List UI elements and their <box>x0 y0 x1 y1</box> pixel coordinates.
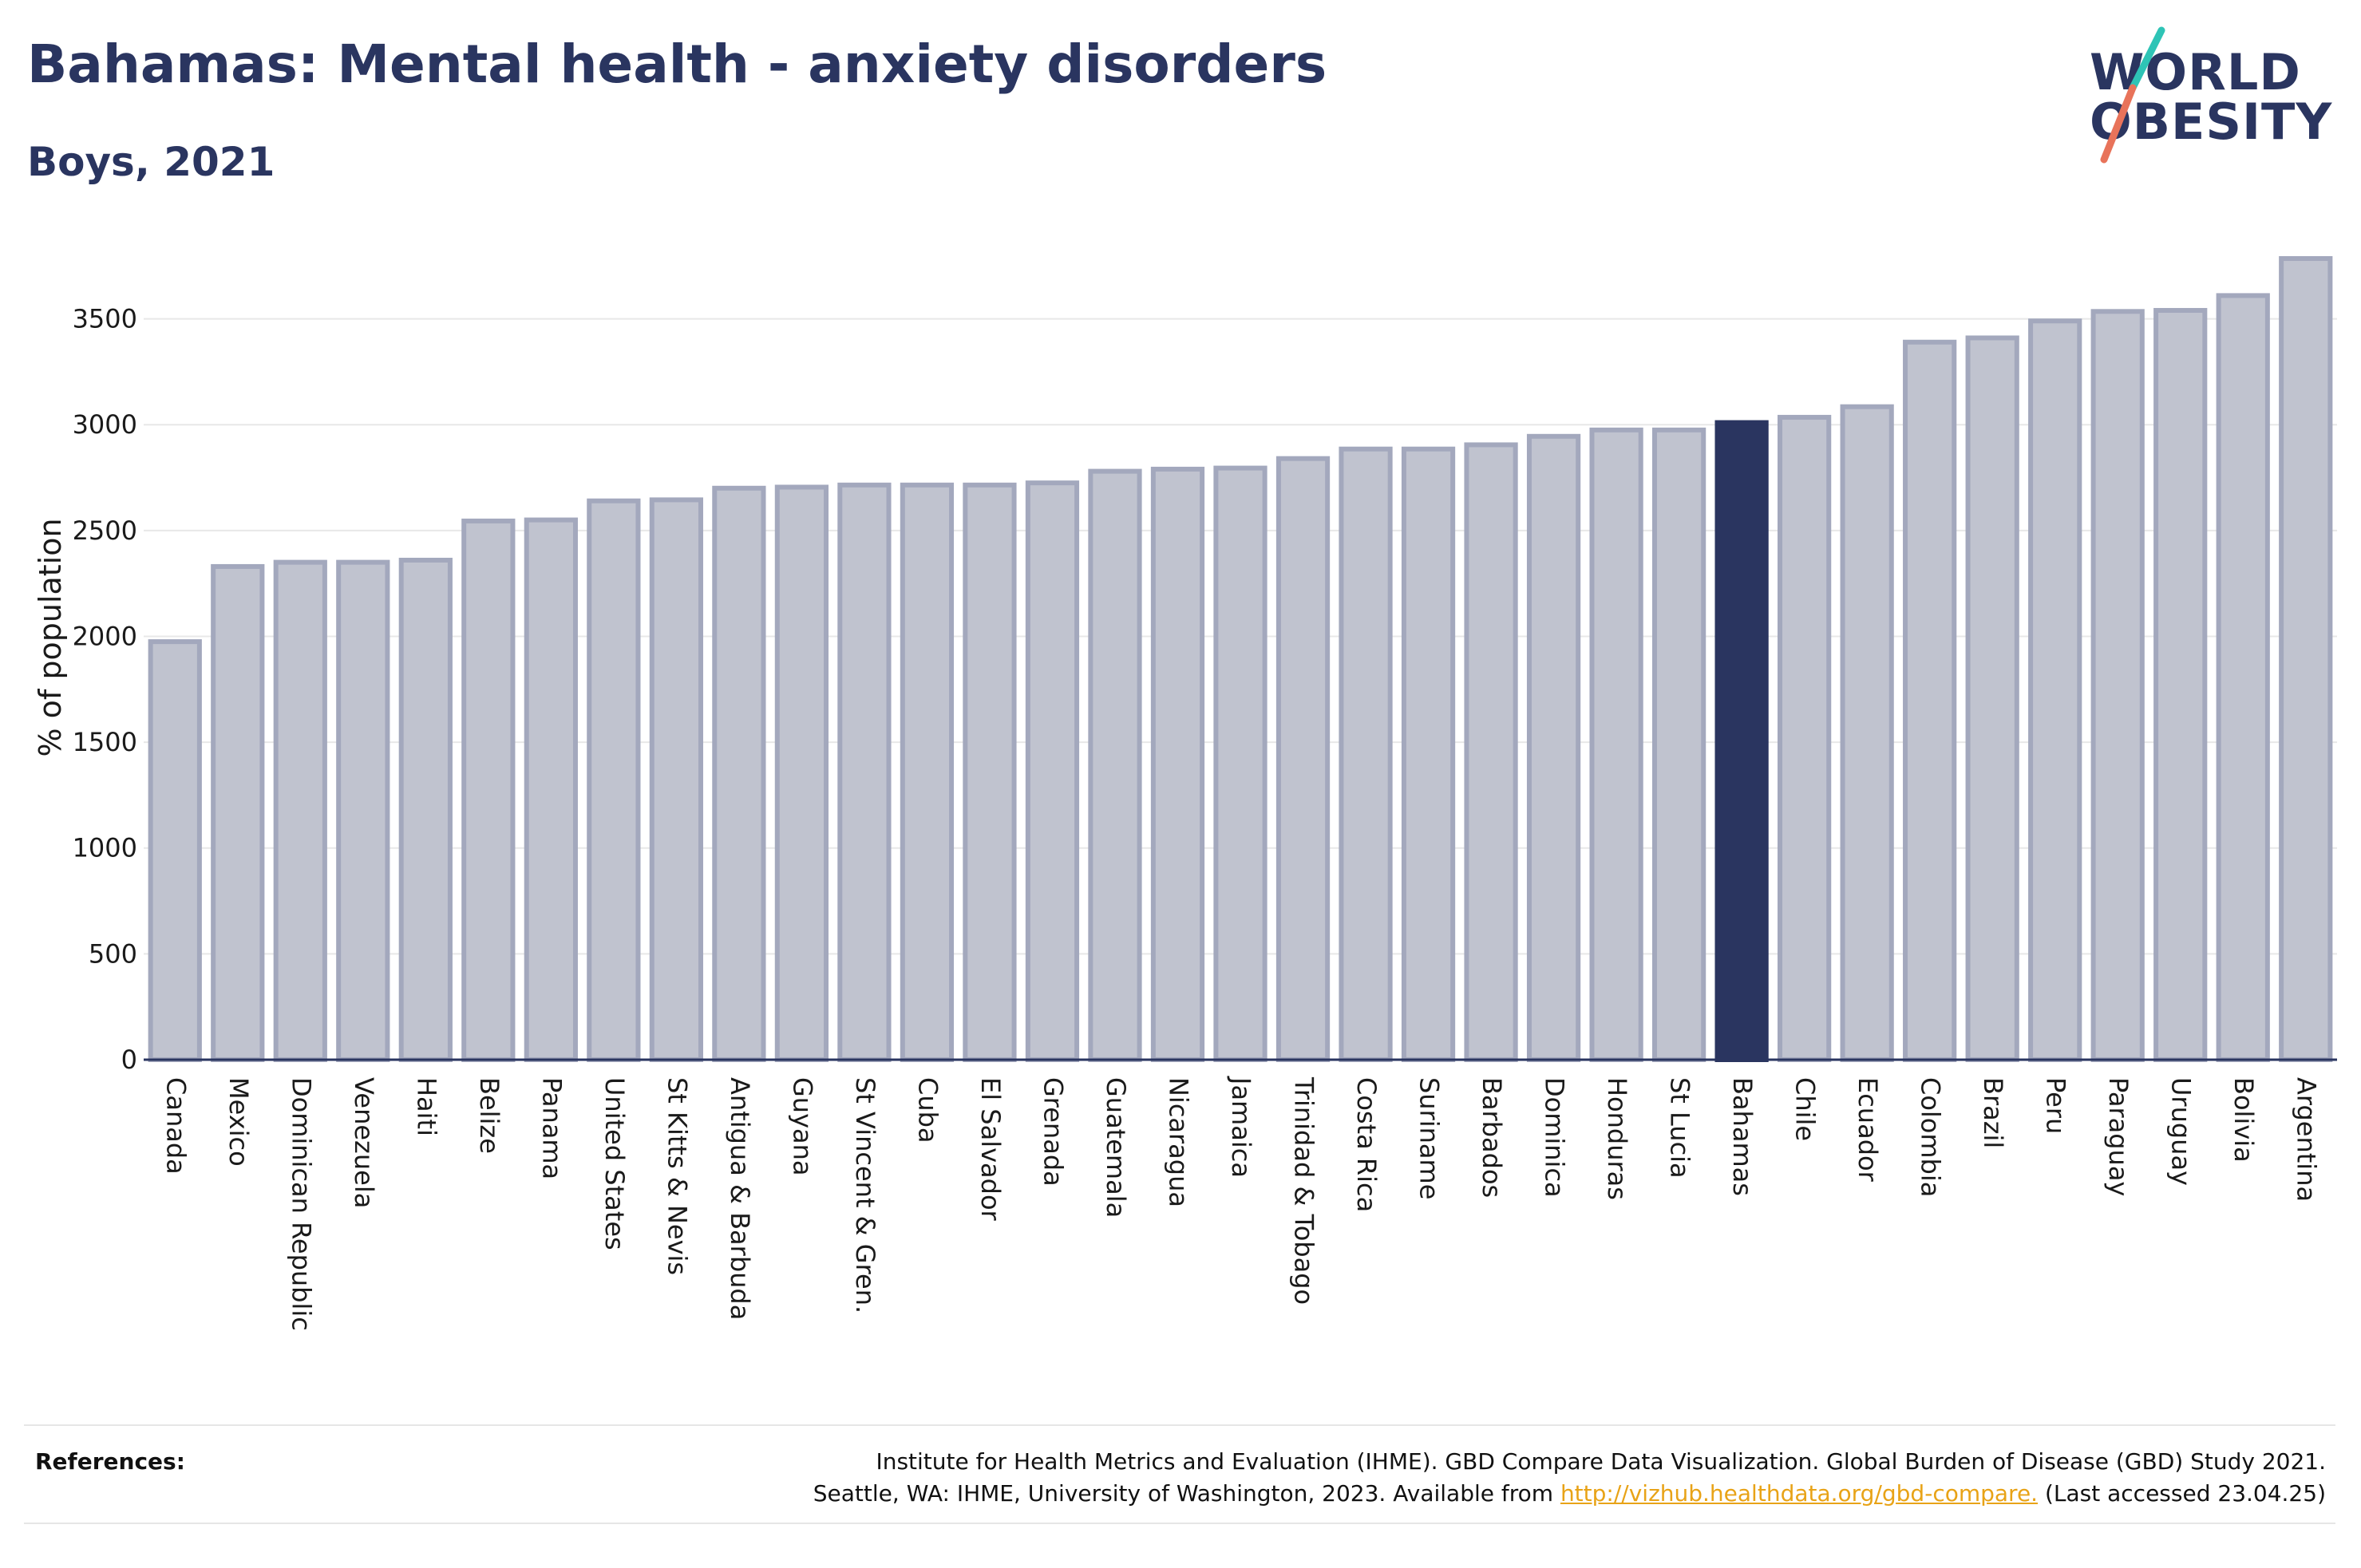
bar <box>1025 480 1080 1062</box>
x-tick-label: Venezuela <box>349 1077 379 1208</box>
x-tick-label: Grenada <box>1038 1077 1068 1187</box>
y-tick-label: 3000 <box>73 409 137 440</box>
bar <box>900 482 955 1062</box>
bar <box>461 518 516 1062</box>
chart-subtitle: Boys, 2021 <box>27 139 275 185</box>
bar <box>1275 456 1331 1062</box>
x-tick-label: United States <box>599 1077 630 1250</box>
x-tick-label: Haiti <box>411 1077 441 1136</box>
bar <box>1903 339 1957 1063</box>
bar <box>1965 335 2019 1062</box>
x-tick-label: El Salvador <box>975 1077 1006 1222</box>
footer-divider-top <box>24 1424 2335 1426</box>
bar <box>2279 255 2333 1062</box>
bar <box>1088 468 1142 1062</box>
bar <box>1651 427 1706 1062</box>
x-tick-label: Argentina <box>2292 1077 2322 1202</box>
bar <box>2028 318 2082 1062</box>
bar <box>712 485 766 1062</box>
bar <box>2090 309 2145 1062</box>
references-line-2-suffix: (Last accessed 23.04.25) <box>2038 1480 2326 1507</box>
category-labels: Canada Mexico Dominican Republic Venezuela H… <box>160 1076 2321 1331</box>
x-tick-label: Dominican Republic <box>286 1077 316 1331</box>
x-tick-label: Brazil <box>1978 1077 2008 1148</box>
bar <box>1840 404 1894 1062</box>
x-tick-label: Trinidad & Tobago <box>1289 1076 1319 1305</box>
bar <box>837 482 892 1062</box>
bar <box>1464 442 1518 1062</box>
x-tick-label: Uruguay <box>2166 1077 2197 1186</box>
bar <box>211 563 265 1062</box>
bar <box>1150 466 1205 1062</box>
bar <box>1526 433 1581 1062</box>
references-line-1: Institute for Health Metrics and Evaluat… <box>876 1448 2326 1475</box>
x-tick-label: Panama <box>536 1077 567 1179</box>
references-label: References: <box>35 1448 185 1475</box>
x-tick-label: Guyana <box>787 1077 817 1176</box>
x-tick-label: Antigua & Barbuda <box>725 1077 755 1320</box>
logo-line-1: WORLD <box>2090 43 2301 101</box>
y-axis-title: % of population <box>33 518 68 756</box>
references-text: Institute for Health Metrics and Evaluat… <box>813 1446 2326 1510</box>
y-tick-label: 3500 <box>73 304 137 334</box>
x-tick-label: Mexico <box>223 1077 254 1167</box>
x-tick-label: Peru <box>2041 1077 2071 1134</box>
bar <box>336 559 390 1062</box>
x-tick-label: Chile <box>1790 1077 1821 1141</box>
references-link[interactable]: http://vizhub.healthdata.org/gbd-compare… <box>1560 1480 2039 1507</box>
x-tick-label: Suriname <box>1414 1077 1445 1199</box>
x-tick-label: Bahamas <box>1727 1077 1758 1196</box>
x-tick-label: St Vincent & Gren. <box>850 1077 880 1313</box>
bar <box>1213 465 1268 1062</box>
y-tick-label: 2500 <box>73 515 137 546</box>
y-tick-label: 1500 <box>73 727 137 757</box>
x-tick-label: Honduras <box>1602 1077 1632 1200</box>
x-tick-label: Jamaica <box>1226 1076 1256 1178</box>
x-tick-label: Belize <box>474 1077 504 1154</box>
x-tick-label: St Lucia <box>1665 1077 1695 1179</box>
world-obesity-logo: WORLD OBESITY <box>2075 24 2347 176</box>
bar <box>524 517 578 1062</box>
logo-slash-icon <box>2100 26 2165 164</box>
bar <box>587 498 641 1062</box>
x-tick-label: Bolivia <box>2229 1077 2259 1163</box>
x-tick-label: Ecuador <box>1853 1077 1883 1183</box>
x-tick-label: St Kitts & Nevis <box>662 1077 692 1275</box>
y-tick-label: 2000 <box>73 621 137 651</box>
x-tick-label: Cuba <box>912 1077 943 1143</box>
bars <box>148 255 2333 1063</box>
x-tick-label: Costa Rica <box>1351 1077 1382 1212</box>
axes: 0 500 1000 1500 2000 2500 3000 3500 <box>73 304 2337 1075</box>
x-tick-label: Barbados <box>1477 1077 1507 1198</box>
references-line-2: Seattle, WA: IHME, University of Washing… <box>813 1478 2326 1510</box>
x-tick-label: Nicaragua <box>1163 1077 1193 1207</box>
x-tick-label: Colombia <box>1916 1077 1946 1197</box>
footer-divider-bottom <box>24 1523 2335 1524</box>
x-tick-label: Paraguay <box>2103 1077 2134 1196</box>
bar <box>398 557 453 1062</box>
bar <box>1778 414 1832 1062</box>
bar <box>2153 307 2208 1062</box>
bar <box>273 559 327 1062</box>
bar <box>2216 293 2270 1062</box>
logo-line-2: OBESITY <box>2090 93 2333 151</box>
bar <box>1401 446 1456 1062</box>
bar <box>774 484 829 1062</box>
chart-title: Bahamas: Mental health - anxiety disorde… <box>27 34 1327 95</box>
y-tick-label: 0 <box>121 1045 137 1075</box>
x-tick-label: Canada <box>160 1077 191 1175</box>
bar <box>649 497 703 1062</box>
references-line-2-prefix: Seattle, WA: IHME, University of Washing… <box>813 1480 1560 1507</box>
y-tick-label: 1000 <box>73 833 137 863</box>
bar <box>963 482 1017 1062</box>
bar <box>148 639 202 1062</box>
bar-highlighted <box>1714 420 1769 1062</box>
y-tick-label: 500 <box>89 938 137 969</box>
bar <box>1589 427 1643 1062</box>
x-tick-label: Guatemala <box>1101 1077 1131 1218</box>
bar <box>1339 446 1393 1062</box>
x-tick-label: Dominica <box>1540 1077 1570 1198</box>
